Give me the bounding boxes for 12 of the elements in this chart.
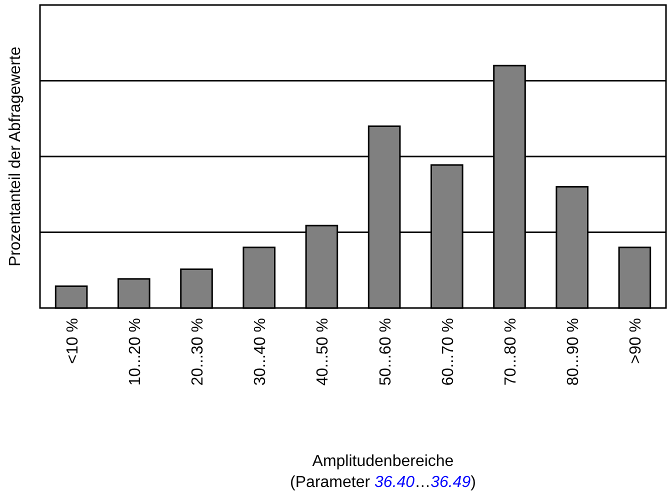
x-tick-label: 50...60 % — [377, 318, 394, 386]
x-tick-label: 40...50 % — [314, 318, 332, 386]
y-axis-title: Prozentanteil der Abfragewerte — [7, 46, 24, 266]
x-tick-label: 30...40 % — [252, 318, 270, 386]
x-tick-label: 60...70 % — [440, 318, 457, 386]
x-tick-label: <10 % — [64, 318, 82, 364]
x-tick-label: 80...90 % — [565, 318, 582, 386]
x-tick-label: 10...20 % — [126, 318, 144, 386]
x-axis-title: Amplitudenbereiche (Parameter 36.40…36.49) — [290, 453, 476, 491]
x-tick-label: >90 % — [628, 318, 645, 364]
x-tick-label: 20...30 % — [190, 318, 206, 386]
x-tick-label: 70...80 % — [502, 318, 520, 386]
